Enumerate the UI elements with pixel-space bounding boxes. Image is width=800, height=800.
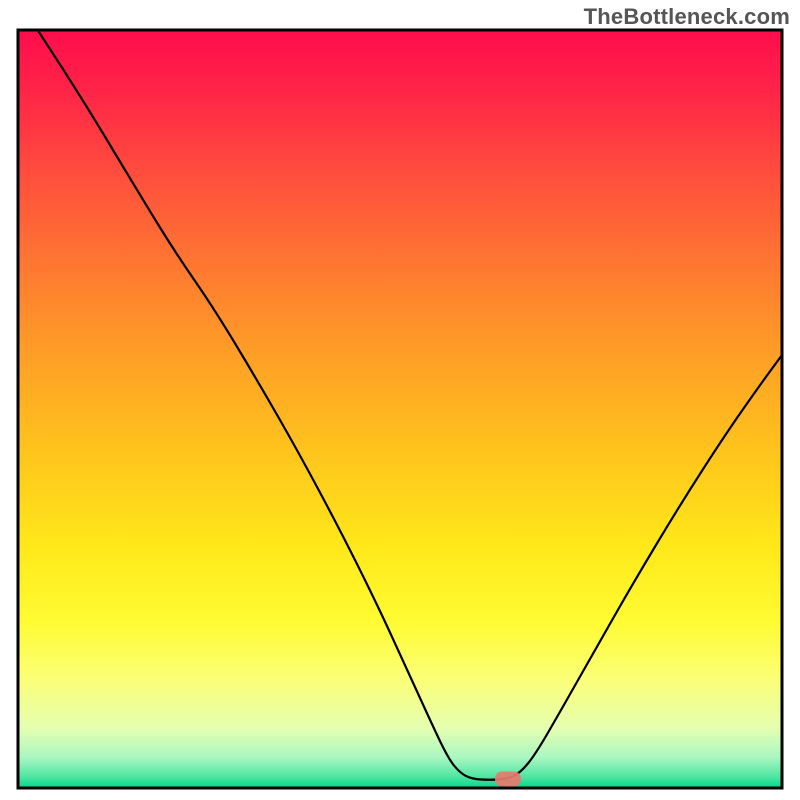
- bottleneck-marker: [495, 772, 521, 787]
- gradient-background: [18, 30, 782, 788]
- chart-container: TheBottleneck.com: [0, 0, 800, 800]
- bottleneck-marker-pill: [495, 772, 521, 787]
- watermark-text: TheBottleneck.com: [584, 4, 790, 30]
